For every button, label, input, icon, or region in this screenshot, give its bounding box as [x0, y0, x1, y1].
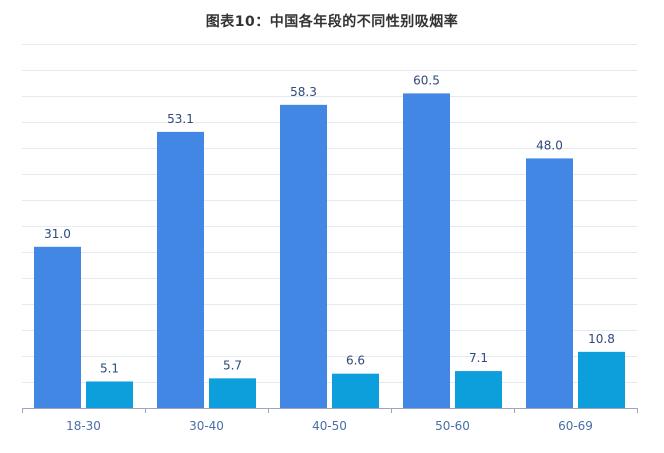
x-tick-label: 18-30 — [66, 419, 101, 433]
x-tick-label: 50-60 — [435, 419, 470, 433]
bar-30-40-series-2 — [209, 378, 256, 408]
data-label: 60.5 — [413, 73, 440, 87]
bar-18-30-series-2 — [86, 381, 133, 408]
x-tick-label: 40-50 — [312, 419, 347, 433]
data-label: 53.1 — [167, 112, 194, 126]
data-label: 31.0 — [44, 227, 71, 241]
bar-18-30-series-1 — [34, 246, 81, 408]
bar-50-60-series-1 — [403, 93, 450, 409]
chart-title: 图表10：中国各年段的不同性别吸烟率 — [205, 14, 459, 30]
data-label: 48.0 — [536, 138, 563, 152]
x-tick-label: 60-69 — [558, 419, 593, 433]
x-axis: 18-30 30-40 40-50 50-60 60-69 — [22, 408, 638, 433]
data-label: 58.3 — [290, 85, 317, 99]
data-label: 5.1 — [100, 361, 119, 375]
data-label: 6.6 — [346, 354, 365, 368]
bar-50-60-series-2 — [455, 371, 502, 408]
bar-40-50-series-2 — [332, 373, 379, 408]
bars — [34, 93, 625, 409]
value-labels: 31.0 5.1 53.1 5.7 58.3 6.6 60.5 7.1 48.0 10.8 — [44, 73, 615, 375]
bar-60-69-series-1 — [526, 158, 573, 408]
data-label: 7.1 — [469, 351, 488, 365]
bar-60-69-series-2 — [578, 351, 625, 408]
data-label: 10.8 — [588, 332, 615, 346]
data-label: 5.7 — [223, 358, 242, 372]
bar-40-50-series-1 — [280, 104, 327, 408]
x-tick-label: 30-40 — [189, 419, 224, 433]
bar-30-40-series-1 — [157, 131, 204, 408]
